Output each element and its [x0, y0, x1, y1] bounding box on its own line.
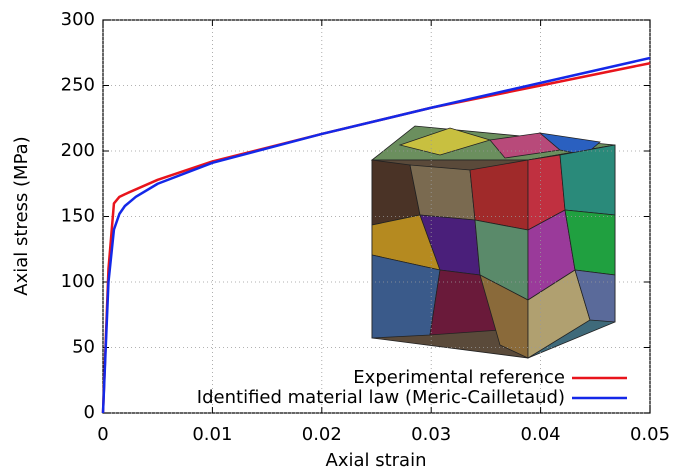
data-line	[101, 56, 651, 414]
y-axis-label: Axial stress (MPa)	[11, 136, 32, 295]
x-tick-label: 0.05	[630, 424, 670, 445]
y-tick-label: 300	[61, 9, 95, 30]
x-tick-label: 0	[97, 424, 108, 445]
x-tick-label: 0.01	[192, 424, 232, 445]
legend-label: Identified material law (Meric-Cailletau…	[197, 387, 565, 408]
x-axis-label: Axial strain	[326, 450, 427, 468]
x-tick-label: 0.02	[302, 424, 342, 445]
y-tick-label: 50	[72, 337, 95, 358]
y-tick-label: 200	[61, 140, 95, 161]
polycrystal-inset	[370, 125, 616, 359]
x-tick-label: 0.03	[411, 424, 451, 445]
x-tick-label: 0.04	[521, 424, 561, 445]
y-tick-label: 100	[61, 271, 95, 292]
y-tick-label: 0	[84, 402, 95, 423]
y-tick-label: 150	[61, 206, 95, 227]
legend-label: Experimental reference	[353, 367, 565, 388]
y-tick-label: 250	[61, 75, 95, 96]
